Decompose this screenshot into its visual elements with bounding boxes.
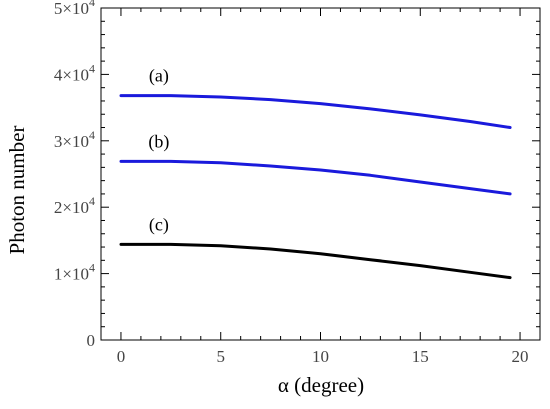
series-line-a <box>119 94 512 129</box>
y-axis-title: Photon number <box>5 126 29 255</box>
x-axis-title: α (degree) <box>278 373 364 397</box>
series-label-c: (c) <box>149 214 169 235</box>
plot-frame-box <box>100 7 541 341</box>
y-tick-label: 2×104 <box>54 194 95 217</box>
series-line-b <box>119 159 512 196</box>
y-tick-label: 3×104 <box>54 128 95 151</box>
x-tick-label: 20 <box>512 347 529 366</box>
y-tick-label: 5×104 <box>54 0 95 18</box>
y-tick-label: 4×104 <box>54 61 95 84</box>
y-tick-label: 0 <box>87 331 96 350</box>
x-tick-label: 15 <box>412 347 429 366</box>
series-label-b: (b) <box>148 131 169 152</box>
x-tick-label: 5 <box>216 347 225 366</box>
series-label-a: (a) <box>149 66 169 87</box>
x-tick-label: 10 <box>312 347 329 366</box>
y-tick-label: 1×104 <box>54 261 95 284</box>
x-tick-label: 0 <box>117 347 126 366</box>
series-line-c <box>119 242 512 280</box>
